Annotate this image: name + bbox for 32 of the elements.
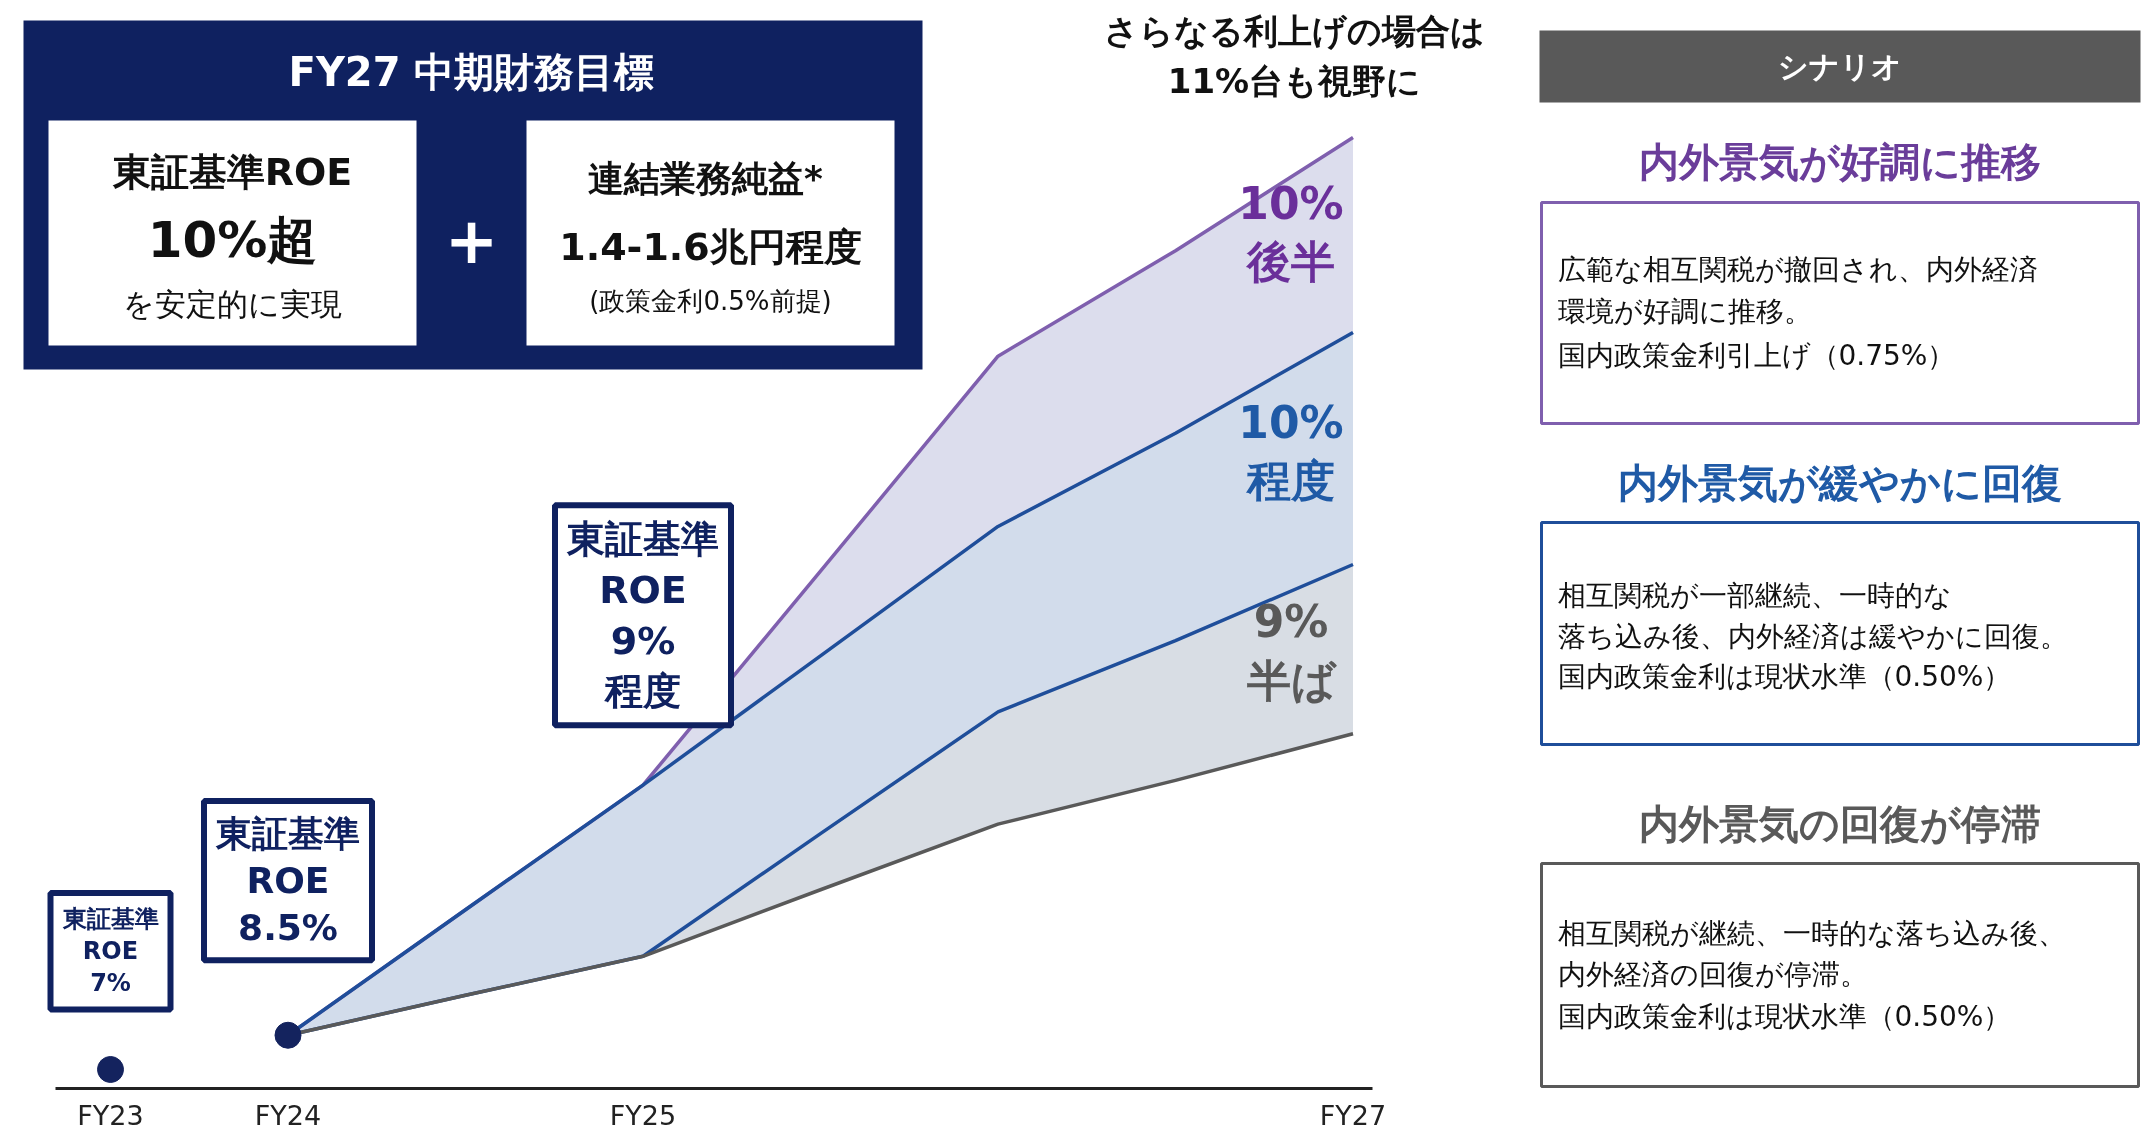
text: 内外景気の回復が停滞 bbox=[1638, 800, 2041, 847]
text: さらなる利上げの場合は 11%台も視野に bbox=[1104, 10, 1485, 101]
x-tick-label: FY24 bbox=[254, 1099, 322, 1131]
text: FY27 中期財務目標 bbox=[288, 48, 655, 95]
x-tick-label: FY27 bbox=[1319, 1099, 1387, 1131]
annotation: 東証基準 ROE 8.5% bbox=[215, 812, 360, 949]
text: 国内政策金利は現状水準（0.50%） bbox=[1557, 660, 2012, 693]
text: 内外経済の回復が停滞。 bbox=[1557, 958, 1868, 991]
annotation: 10% 後半 bbox=[1238, 177, 1344, 288]
annotation: 東証基準 ROE 9% 程度 bbox=[566, 517, 719, 714]
annotation: (政策金利0.5%前提) bbox=[589, 285, 832, 316]
text: 内外景気が好調に推移 bbox=[1638, 138, 2041, 185]
annotation: 9% 半ば bbox=[1245, 596, 1337, 706]
annotation: 東証基準 ROE 7% bbox=[61, 905, 159, 998]
text: 相互関税が一部継続、一時的な bbox=[1557, 579, 1952, 612]
annotation: 10%超 bbox=[147, 210, 318, 269]
text: 広範な相互関税が撤回され、内外経済 bbox=[1557, 253, 2038, 286]
annotation: 1.4-1.6兆円程度 bbox=[559, 224, 862, 269]
annotation: 10% 程度 bbox=[1238, 396, 1344, 507]
text: 内外景気が緩やかに回復 bbox=[1617, 459, 2062, 506]
annotation: 東証基準ROE bbox=[111, 149, 353, 194]
annotation: + bbox=[444, 204, 499, 278]
text: 国内政策金利引上げ（0.75%） bbox=[1557, 339, 1956, 372]
x-tick-label: FY25 bbox=[609, 1099, 677, 1131]
text: 環境が好調に推移。 bbox=[1557, 295, 1812, 328]
annotation: を安定的に実現 bbox=[123, 285, 342, 322]
annotation: 連結業務純益* bbox=[588, 158, 824, 199]
text: 相互関税が継続、一時的な落ち込み後、 bbox=[1557, 917, 2066, 950]
text: 国内政策金利は現状水準（0.50%） bbox=[1557, 1000, 2012, 1033]
text: シナリオ bbox=[1777, 49, 1902, 84]
text: 落ち込み後、内外経済は緩やかに回復。 bbox=[1557, 620, 2068, 653]
x-tick-label: FY23 bbox=[77, 1099, 144, 1131]
